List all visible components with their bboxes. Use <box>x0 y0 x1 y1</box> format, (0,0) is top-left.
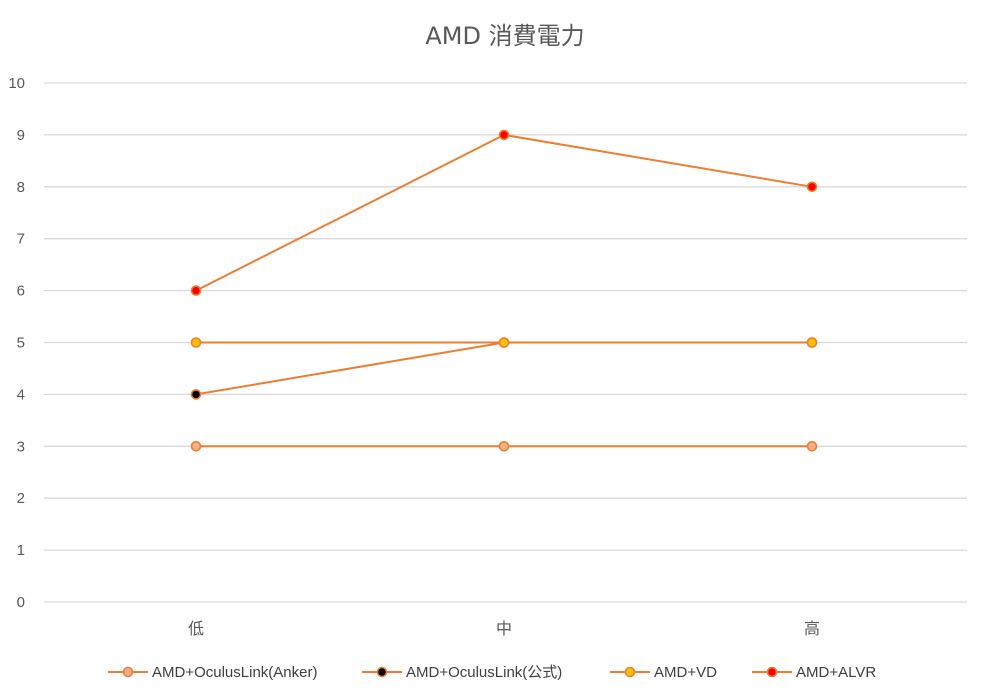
chart-title: AMD 消費電力 <box>425 22 584 50</box>
data-point <box>806 440 818 452</box>
data-point <box>498 440 510 452</box>
y-tick-label: 3 <box>17 438 25 455</box>
legend-label: AMD+ALVR <box>796 664 876 681</box>
data-point <box>498 337 510 348</box>
data-point <box>806 181 818 193</box>
y-tick-label: 8 <box>17 179 25 196</box>
data-point <box>190 389 202 400</box>
y-tick-label: 2 <box>17 490 25 507</box>
data-point <box>190 337 202 348</box>
legend-item: AMD+OculusLink(Anker) <box>108 664 317 681</box>
legend-marker <box>376 666 388 678</box>
y-tick-label: 4 <box>17 386 25 403</box>
y-tick-label: 9 <box>17 127 25 144</box>
data-point <box>806 337 818 348</box>
x-axis-ticks: 低中高 <box>188 619 820 638</box>
data-point <box>498 129 510 141</box>
series-1 <box>190 440 818 452</box>
legend-label: AMD+OculusLink(公式) <box>406 664 562 681</box>
legend-item: AMD+ALVR <box>752 664 876 681</box>
y-tick-label: 10 <box>8 75 25 92</box>
legend: AMD+OculusLink(Anker) AMD+OculusLink(公式) A… <box>108 664 876 681</box>
y-tick-label: 1 <box>17 542 25 559</box>
series-layer <box>190 129 818 452</box>
series-4 <box>190 129 818 296</box>
series-3 <box>190 337 818 348</box>
legend-label: AMD+VD <box>654 664 717 681</box>
y-tick-label: 5 <box>17 335 25 352</box>
y-axis-ticks: 0 1 2 3 4 5 6 7 8 9 10 <box>8 75 25 611</box>
data-point <box>190 440 202 452</box>
y-tick-label: 0 <box>17 594 25 611</box>
x-tick-label: 中 <box>496 619 512 638</box>
x-tick-label: 低 <box>188 619 204 638</box>
legend-marker <box>624 666 636 678</box>
legend-label: AMD+OculusLink(Anker) <box>152 664 317 681</box>
data-point <box>190 285 202 296</box>
x-tick-label: 高 <box>804 619 820 638</box>
y-tick-label: 6 <box>17 283 25 300</box>
legend-item: AMD+OculusLink(公式) <box>362 664 562 681</box>
legend-marker <box>122 666 134 678</box>
legend-item: AMD+VD <box>610 664 717 681</box>
y-tick-label: 7 <box>17 231 25 248</box>
series-line <box>195 341 812 396</box>
series-line <box>195 133 813 292</box>
legend-marker <box>766 666 778 678</box>
